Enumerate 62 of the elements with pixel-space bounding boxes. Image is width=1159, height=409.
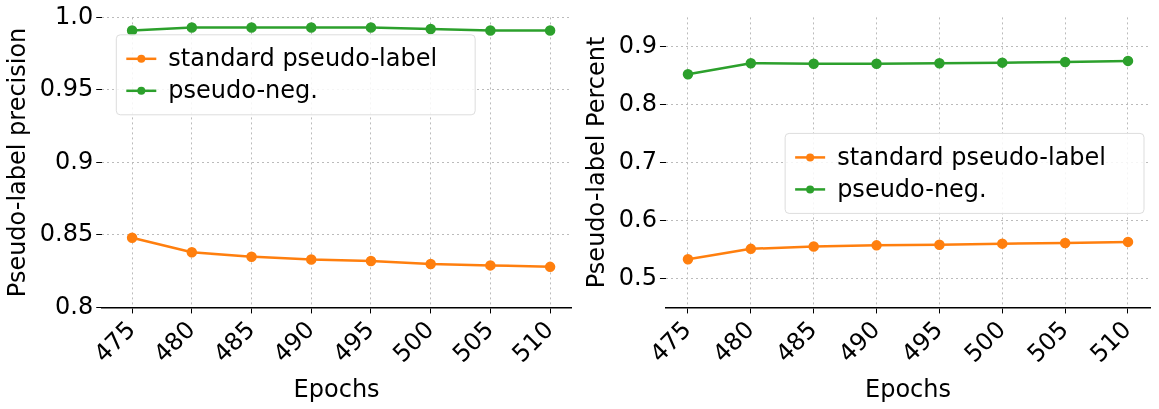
point — [305, 254, 317, 265]
point — [425, 258, 436, 270]
y-tick-label: 0.95 — [39, 74, 94, 103]
y-tick-label: 0.9 — [618, 30, 657, 59]
point — [544, 261, 556, 273]
point — [745, 243, 757, 255]
y-axis-title: Pseudo-label precision — [2, 27, 31, 298]
point — [365, 22, 377, 33]
point — [365, 255, 377, 267]
point — [997, 238, 1008, 249]
point — [997, 57, 1008, 68]
point — [1122, 236, 1134, 248]
point — [745, 57, 757, 69]
point — [808, 58, 819, 70]
point — [544, 25, 556, 36]
x-tick-label: 500 — [958, 315, 1011, 368]
point — [1059, 56, 1071, 68]
y-tick-label: 0.85 — [39, 219, 94, 248]
x-tick-label: 510 — [506, 315, 559, 368]
x-tick-label: 480 — [707, 315, 760, 368]
point — [485, 260, 496, 271]
x-axis-title: Epochs — [864, 374, 951, 403]
point — [682, 69, 694, 80]
legend-label: pseudo-neg. — [168, 76, 318, 105]
x-tick-label: 500 — [387, 315, 440, 368]
x-tick-label: 485 — [207, 315, 261, 368]
y-tick-label: 0.5 — [618, 262, 657, 291]
point — [808, 241, 819, 252]
point — [246, 251, 257, 262]
y-tick-label: 0.8 — [618, 88, 657, 117]
legend-label: standard pseudo-label — [168, 44, 438, 73]
x-tick-label: 495 — [895, 315, 949, 368]
point — [425, 23, 436, 35]
x-tick-label: 480 — [148, 315, 201, 368]
point — [186, 247, 198, 258]
point — [1122, 55, 1134, 67]
x-tick-label: 495 — [327, 315, 380, 368]
point — [485, 25, 496, 36]
x-axis-title: Epochs — [293, 374, 380, 403]
y-tick-label: 0.7 — [618, 146, 657, 175]
legend-label: standard pseudo-label — [837, 142, 1107, 171]
point — [246, 22, 257, 33]
y-tick-label: 0.6 — [618, 204, 657, 233]
point — [186, 22, 198, 33]
y-tick-label: 0.9 — [55, 146, 94, 175]
point — [305, 22, 317, 33]
y-tick-label: 1.0 — [55, 1, 94, 30]
point — [871, 58, 882, 70]
x-tick-label: 510 — [1084, 315, 1137, 368]
x-tick-label: 485 — [770, 315, 823, 368]
legend-label: pseudo-neg. — [837, 174, 987, 203]
y-axis-title: Pseudo-label Percent — [581, 36, 610, 289]
x-tick-label: 490 — [833, 315, 886, 368]
point — [126, 232, 138, 244]
point — [1059, 237, 1071, 249]
x-tick-label: 475 — [644, 315, 697, 368]
point — [871, 240, 882, 251]
point — [934, 57, 945, 69]
point — [934, 239, 945, 251]
x-tick-label: 490 — [267, 315, 320, 368]
point — [126, 25, 138, 36]
point — [682, 254, 694, 265]
